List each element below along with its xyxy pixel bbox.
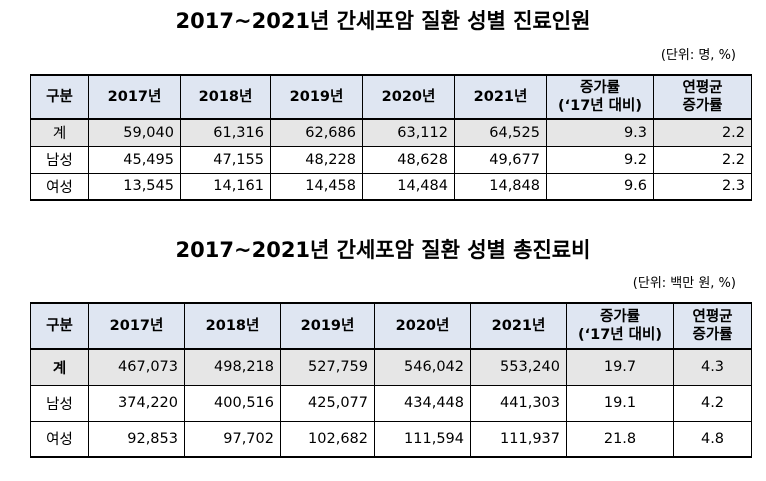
header-growth-line1: 증가률 (599, 309, 641, 325)
cell-2019: 48,228 (270, 146, 363, 174)
header-category: 구분 (30, 302, 89, 350)
header-avg-line1: 연평균 (682, 80, 723, 96)
cell-2021: 64,525 (454, 119, 547, 147)
cell-2019: 425,077 (280, 385, 375, 422)
patients-table-title: 2017~2021년 간세포암 질환 성별 진료인원 (175, 9, 591, 33)
cell-2021: 111,937 (470, 421, 567, 458)
cell-2021: 49,677 (454, 146, 547, 174)
header-year-2017: 2017년 (88, 74, 181, 120)
header-year-2018: 2018년 (180, 74, 271, 120)
cell-2017: 45,495 (88, 146, 181, 174)
cell-avg-growth: 2.3 (653, 173, 752, 201)
cell-2017: 59,040 (88, 119, 181, 147)
header-year-2019: 2019년 (270, 74, 363, 120)
cell-2020: 434,448 (374, 385, 471, 422)
medical-cost-by-gender-table: 구분 2017년 2018년 2019년 2020년 2021년 증가률 (‘1… (30, 302, 752, 458)
cell-avg-growth: 2.2 (653, 119, 752, 147)
row-label: 여성 (30, 173, 89, 201)
cell-avg-growth: 4.3 (673, 349, 752, 386)
cell-growth: 21.8 (566, 421, 674, 458)
header-year-2021: 2021년 (454, 74, 547, 120)
header-category: 구분 (30, 74, 89, 120)
cell-2017: 374,220 (88, 385, 185, 422)
row-label: 계 (30, 119, 89, 147)
header-growth-line2: (‘17년 대비) (577, 327, 662, 343)
cell-2020: 546,042 (374, 349, 471, 386)
cell-2017: 13,545 (88, 173, 181, 201)
row-label: 남성 (30, 146, 89, 174)
cell-2020: 111,594 (374, 421, 471, 458)
header-growth-line1: 증가률 (579, 80, 621, 96)
table-row-female: 여성 92,853 97,702 102,682 111,594 111,937… (30, 421, 752, 458)
header-year-2017: 2017년 (88, 302, 185, 350)
cell-2020: 14,484 (362, 173, 455, 201)
cell-2020: 48,628 (362, 146, 455, 174)
row-label: 여성 (30, 421, 89, 458)
header-annual-avg-growth: 연평균 증가률 (653, 74, 752, 120)
cost-table-title: 2017~2021년 간세포암 질환 성별 총진료비 (175, 238, 591, 262)
header-year-2020: 2020년 (362, 74, 455, 120)
cell-avg-growth: 4.2 (673, 385, 752, 422)
cell-2019: 62,686 (270, 119, 363, 147)
cell-growth: 9.3 (546, 119, 654, 147)
header-year-2021: 2021년 (470, 302, 567, 350)
cell-2019: 14,458 (270, 173, 363, 201)
table-row-male: 남성 45,495 47,155 48,228 48,628 49,677 9.… (30, 146, 752, 174)
row-label: 계 (30, 349, 89, 386)
header-annual-avg-growth: 연평균 증가률 (673, 302, 752, 350)
row-label: 남성 (30, 385, 89, 422)
table-row-total: 계 467,073 498,218 527,759 546,042 553,24… (30, 349, 752, 386)
header-avg-line1: 연평균 (692, 309, 733, 325)
cell-growth: 19.7 (566, 349, 674, 386)
header-growth-rate: 증가률 (‘17년 대비) (546, 74, 654, 120)
header-avg-line2: 증가률 (682, 98, 723, 114)
cell-2018: 61,316 (180, 119, 271, 147)
header-row: 구분 2017년 2018년 2019년 2020년 2021년 증가률 (‘1… (30, 74, 752, 120)
cell-avg-growth: 2.2 (653, 146, 752, 174)
cell-2017: 92,853 (88, 421, 185, 458)
header-growth-rate: 증가률 (‘17년 대비) (566, 302, 674, 350)
cell-2017: 467,073 (88, 349, 185, 386)
cell-2018: 498,218 (184, 349, 281, 386)
cell-growth: 9.6 (546, 173, 654, 201)
cell-2019: 102,682 (280, 421, 375, 458)
cell-growth: 19.1 (566, 385, 674, 422)
cell-2018: 400,516 (184, 385, 281, 422)
table-row-female: 여성 13,545 14,161 14,458 14,484 14,848 9.… (30, 173, 752, 201)
table-row-male: 남성 374,220 400,516 425,077 434,448 441,3… (30, 385, 752, 422)
cell-2021: 14,848 (454, 173, 547, 201)
cell-2018: 97,702 (184, 421, 281, 458)
cell-2021: 441,303 (470, 385, 567, 422)
header-year-2020: 2020년 (374, 302, 471, 350)
cell-2021: 553,240 (470, 349, 567, 386)
patients-unit-note: (단위: 명, %) (660, 48, 736, 63)
header-year-2018: 2018년 (184, 302, 281, 350)
header-row: 구분 2017년 2018년 2019년 2020년 2021년 증가률 (‘1… (30, 302, 752, 350)
patients-by-gender-table: 구분 2017년 2018년 2019년 2020년 2021년 증가률 (‘1… (30, 74, 752, 201)
cell-2020: 63,112 (362, 119, 455, 147)
cell-2018: 14,161 (180, 173, 271, 201)
cell-2019: 527,759 (280, 349, 375, 386)
header-growth-line2: (‘17년 대비) (557, 98, 642, 114)
cell-growth: 9.2 (546, 146, 654, 174)
table-row-total: 계 59,040 61,316 62,686 63,112 64,525 9.3… (30, 119, 752, 147)
cost-unit-note: (단위: 백만 원, %) (632, 276, 736, 291)
header-avg-line2: 증가률 (692, 327, 733, 343)
header-year-2019: 2019년 (280, 302, 375, 350)
cell-avg-growth: 4.8 (673, 421, 752, 458)
cell-2018: 47,155 (180, 146, 271, 174)
